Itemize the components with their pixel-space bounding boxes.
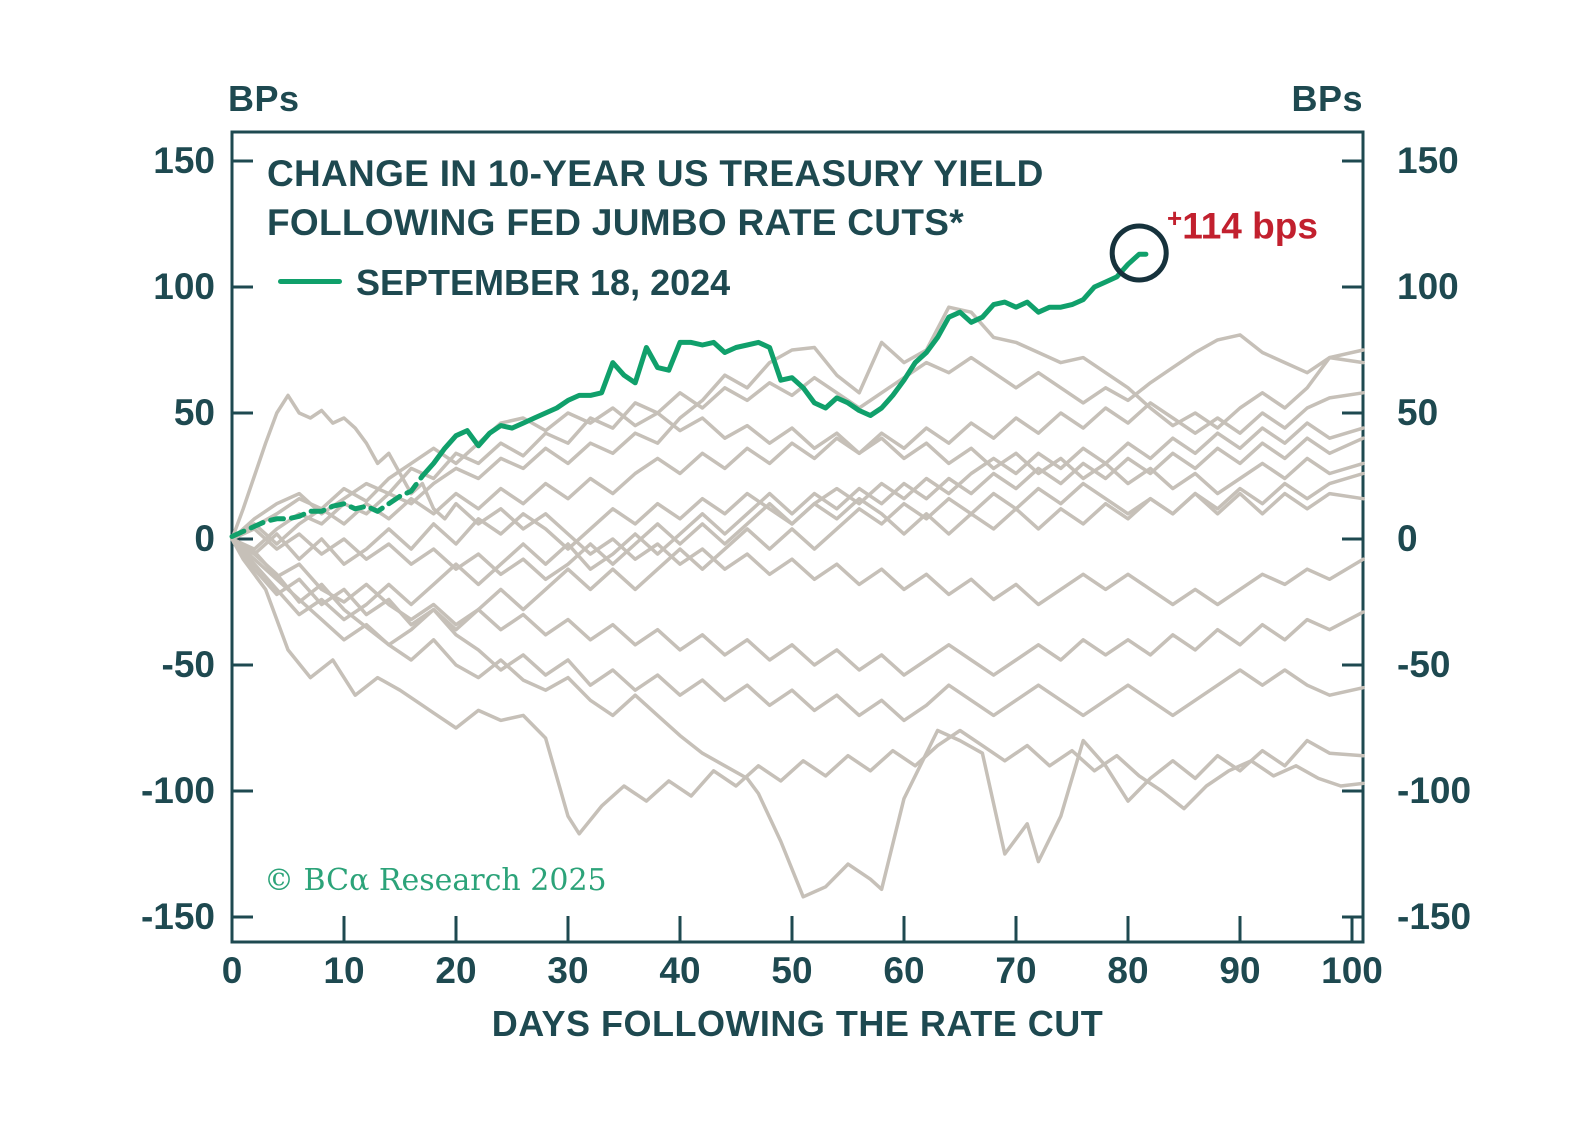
y-axis-label-left: -100	[140, 770, 215, 811]
y-axis-label-right: 50	[1397, 392, 1439, 433]
y-axis-label-left: 100	[153, 266, 215, 307]
y-axis-label-left: 0	[194, 518, 215, 559]
y-axis-label-right: -100	[1397, 770, 1472, 811]
callout-plus-sign: +	[1167, 203, 1183, 233]
y-axis-label-right: 100	[1397, 266, 1459, 307]
plot-border	[230, 130, 1365, 944]
y-axis-label-left: 50	[173, 392, 215, 433]
x-axis-label: 0	[221, 950, 243, 991]
chart-title-line1: CHANGE IN 10-YEAR US TREASURY YIELD	[267, 153, 1044, 194]
x-axis-label: 100	[1321, 950, 1383, 991]
legend-line-swatch	[278, 279, 342, 284]
y-axis-units-right: BPs	[1291, 78, 1363, 119]
y-axis-label-right: 0	[1397, 518, 1418, 559]
y-axis-label-left: 150	[153, 140, 215, 181]
highlight-line	[419, 251, 1149, 479]
x-axis-label: 70	[995, 950, 1037, 991]
historical-line	[230, 391, 1365, 546]
historical-line	[230, 393, 1365, 607]
historical-line	[230, 537, 1365, 836]
y-axis-label-right: -50	[1397, 644, 1451, 685]
historical-line	[230, 406, 1365, 541]
y-axis-label-left: -150	[140, 896, 215, 937]
historical-line	[230, 436, 1365, 622]
x-axis-label: 90	[1219, 950, 1261, 991]
x-axis-label: 50	[771, 950, 813, 991]
x-axis-label: 80	[1107, 950, 1149, 991]
y-axis-units-left: BPs	[228, 78, 300, 119]
historical-line	[230, 537, 1365, 899]
historical-line	[230, 305, 1365, 551]
historical-line	[230, 537, 1365, 723]
x-axis-label: 20	[435, 950, 477, 991]
chart-title-line2: FOLLOWING FED JUMBO RATE CUTS*	[267, 202, 964, 243]
y-axis-label-right: -150	[1397, 896, 1472, 937]
watermark: © BCα Research 2025	[264, 863, 607, 898]
y-axis-label-right: 150	[1397, 140, 1459, 181]
y-axis-label-left: -50	[161, 644, 215, 685]
endpoint-circle-annotation	[1109, 223, 1169, 283]
callout-value: +114 bps	[1167, 201, 1318, 247]
historical-line	[230, 491, 1365, 582]
callout-text: 114 bps	[1182, 205, 1318, 247]
x-axis-label: 40	[659, 950, 701, 991]
legend-label: SEPTEMBER 18, 2024	[356, 262, 731, 303]
x-axis-label: 10	[323, 950, 365, 991]
x-axis-label: 60	[883, 950, 925, 991]
highlight-line-dashed	[229, 473, 425, 539]
x-axis-title: DAYS FOLLOWING THE RATE CUT	[491, 1003, 1104, 1044]
historical-line	[230, 333, 1365, 541]
historical-line	[230, 537, 1365, 677]
x-axis-label: 30	[547, 950, 589, 991]
